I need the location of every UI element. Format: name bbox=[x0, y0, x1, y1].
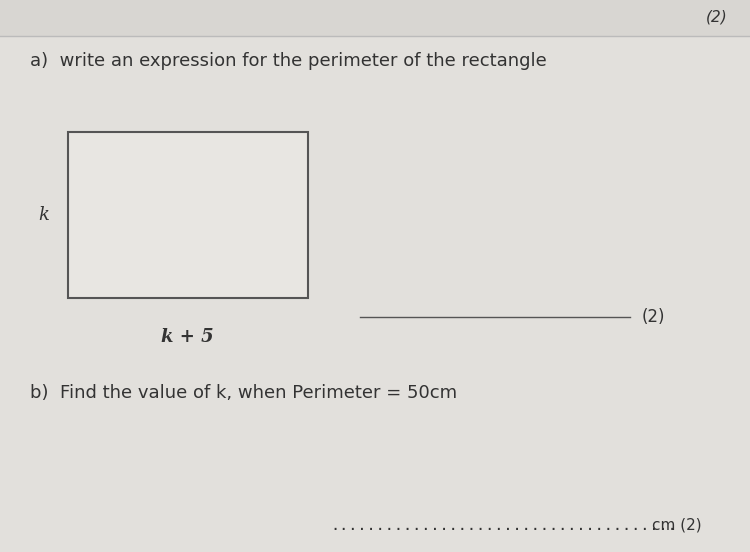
Text: (2): (2) bbox=[641, 309, 664, 326]
Text: a)  write an expression for the perimeter of the rectangle: a) write an expression for the perimeter… bbox=[30, 52, 547, 71]
Text: (2): (2) bbox=[706, 9, 728, 24]
Text: k + 5: k + 5 bbox=[161, 328, 214, 347]
Text: k: k bbox=[38, 206, 49, 224]
Bar bbox=[0, 0, 750, 36]
Text: ......................................: ...................................... bbox=[330, 518, 676, 533]
Text: b)  Find the value of k, when Perimeter = 50cm: b) Find the value of k, when Perimeter =… bbox=[30, 384, 457, 402]
Text: cm (2): cm (2) bbox=[652, 518, 701, 533]
Bar bbox=[68, 132, 308, 298]
